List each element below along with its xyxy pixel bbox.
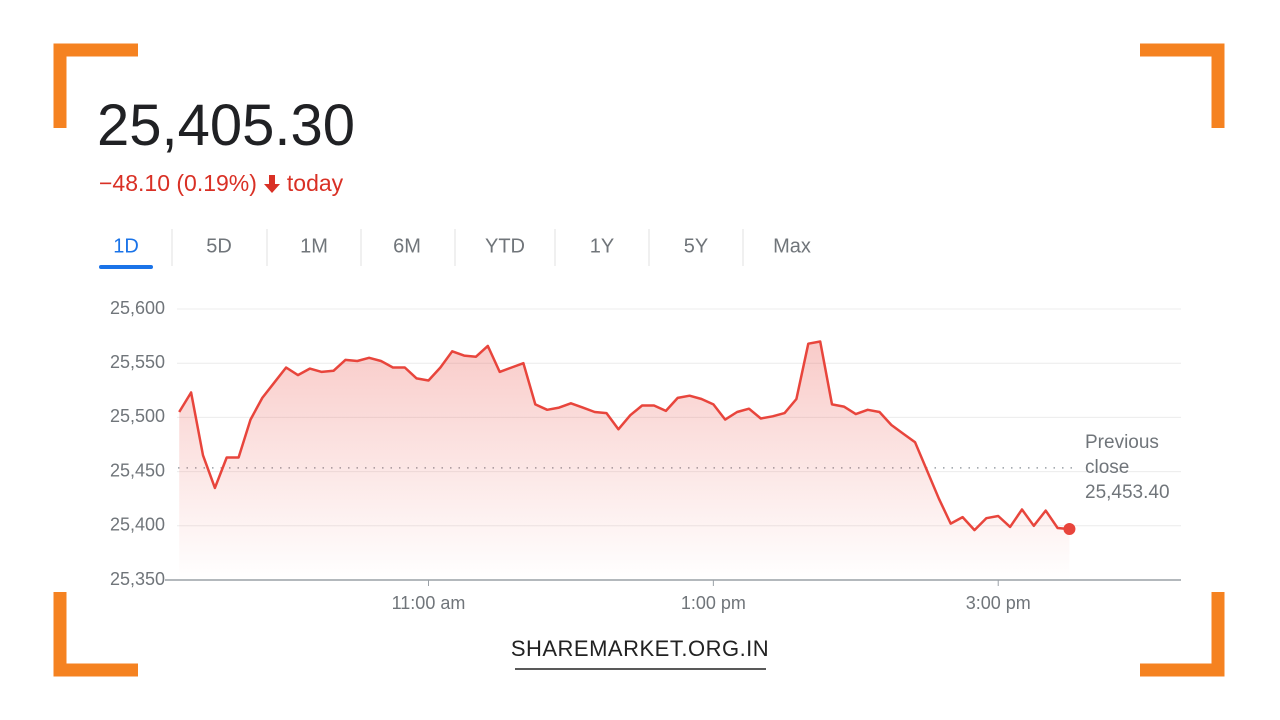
range-tab[interactable]: 5D (206, 235, 232, 257)
y-tick-label: 25,550 (110, 352, 165, 372)
change-row: −48.10 (0.19%) today (99, 170, 343, 197)
y-tick-label: 25,350 (110, 569, 165, 589)
y-tick-label: 25,500 (110, 406, 165, 426)
corner-brackets (53, 43, 1225, 677)
previous-close-annotation: Previous close 25,453.40 (1085, 430, 1185, 505)
x-tick-label: 1:00 pm (681, 593, 746, 613)
range-tab[interactable]: 1D (113, 235, 139, 257)
price: 25,405.30 (97, 93, 356, 158)
area-fill (179, 341, 1070, 580)
footer: SHAREMARKET.ORG.IN (510, 636, 770, 661)
down-arrow (263, 174, 280, 193)
last-point (1063, 523, 1076, 536)
corner-bottom-right (1140, 592, 1225, 677)
range-tab[interactable]: YTD (485, 235, 525, 257)
corner-bottom-left (53, 592, 138, 677)
y-tick-label: 25,450 (110, 460, 165, 480)
x-tick-label: 11:00 am (392, 593, 466, 613)
previous-close-value: 25,453.40 (1085, 482, 1170, 503)
active-tab-indicator (99, 265, 153, 269)
range-tab[interactable]: 1Y (590, 235, 614, 257)
price-line (178, 340, 1070, 532)
corner-top-left (53, 43, 138, 128)
previous-close-label: Previous close (1085, 432, 1159, 478)
corner-top-right (1140, 43, 1225, 128)
range-tab[interactable]: Max (773, 235, 811, 257)
change: −48.10 (0.19%) (99, 170, 257, 196)
range-tab[interactable]: 5Y (684, 235, 708, 257)
range-tab[interactable]: 1M (300, 235, 328, 257)
y-tick-label: 25,400 (110, 515, 165, 535)
x-tick-label: 3:00 pm (966, 593, 1031, 613)
period: today (286, 170, 344, 196)
y-tick-label: 25,600 (110, 298, 165, 318)
range-tab[interactable]: 6M (393, 235, 421, 257)
